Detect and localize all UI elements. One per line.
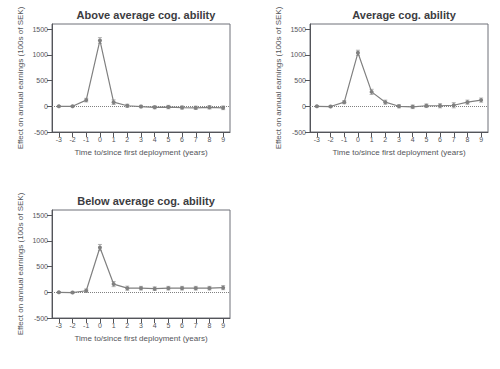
svg-text:1500: 1500: [32, 26, 48, 33]
svg-text:Effect on annual earnings (100: Effect on annual earnings (100s of SEK): [16, 6, 25, 149]
svg-text:500: 500: [36, 77, 48, 84]
svg-text:-1: -1: [341, 136, 347, 143]
svg-text:3: 3: [397, 136, 401, 143]
svg-text:5: 5: [424, 136, 428, 143]
svg-text:-1: -1: [83, 322, 89, 329]
svg-text:8: 8: [208, 136, 212, 143]
svg-text:2: 2: [125, 322, 129, 329]
svg-text:Time to/since first deployment: Time to/since first deployment (years): [74, 334, 207, 343]
svg-text:5: 5: [166, 322, 170, 329]
svg-text:1: 1: [112, 136, 116, 143]
svg-text:1: 1: [370, 136, 374, 143]
svg-text:-3: -3: [56, 136, 62, 143]
svg-text:2: 2: [383, 136, 387, 143]
svg-text:Time to/since first deployment: Time to/since first deployment (years): [332, 148, 465, 157]
svg-text:1500: 1500: [290, 26, 306, 33]
svg-text:4: 4: [153, 136, 157, 143]
svg-text:0: 0: [44, 103, 48, 110]
svg-text:6: 6: [438, 136, 442, 143]
svg-text:500: 500: [36, 263, 48, 270]
svg-text:-1: -1: [83, 136, 89, 143]
svg-text:-2: -2: [69, 322, 75, 329]
svg-text:Effect on annual earnings (100: Effect on annual earnings (100s of SEK): [274, 6, 283, 149]
svg-text:-500: -500: [34, 129, 48, 136]
svg-text:-500: -500: [292, 129, 306, 136]
svg-text:7: 7: [194, 322, 198, 329]
svg-text:9: 9: [479, 136, 483, 143]
svg-text:8: 8: [466, 136, 470, 143]
svg-text:-3: -3: [314, 136, 320, 143]
svg-text:0: 0: [356, 136, 360, 143]
svg-text:7: 7: [194, 136, 198, 143]
svg-text:1000: 1000: [32, 237, 48, 244]
svg-text:1500: 1500: [32, 212, 48, 219]
svg-text:Average cog. ability: Average cog. ability: [352, 9, 456, 21]
svg-text:-500: -500: [34, 315, 48, 322]
svg-text:1000: 1000: [32, 51, 48, 58]
svg-text:1: 1: [112, 322, 116, 329]
svg-text:0: 0: [98, 322, 102, 329]
svg-text:-2: -2: [327, 136, 333, 143]
svg-text:6: 6: [180, 136, 184, 143]
svg-text:Effect on annual earnings (100: Effect on annual earnings (100s of SEK): [16, 192, 25, 335]
svg-text:4: 4: [411, 136, 415, 143]
svg-text:3: 3: [139, 322, 143, 329]
svg-text:Below average cog. ability: Below average cog. ability: [77, 195, 215, 207]
svg-text:6: 6: [180, 322, 184, 329]
svg-text:9: 9: [221, 322, 225, 329]
svg-text:-3: -3: [56, 322, 62, 329]
svg-text:4: 4: [153, 322, 157, 329]
svg-text:0: 0: [302, 103, 306, 110]
svg-text:5: 5: [166, 136, 170, 143]
svg-text:3: 3: [139, 136, 143, 143]
svg-text:Above average cog. ability: Above average cog. ability: [77, 9, 217, 21]
svg-text:-2: -2: [69, 136, 75, 143]
svg-text:2: 2: [125, 136, 129, 143]
svg-text:0: 0: [44, 289, 48, 296]
svg-text:Time to/since first deployment: Time to/since first deployment (years): [74, 148, 207, 157]
svg-text:0: 0: [98, 136, 102, 143]
svg-text:9: 9: [221, 136, 225, 143]
svg-text:1000: 1000: [290, 51, 306, 58]
svg-text:500: 500: [294, 77, 306, 84]
svg-text:7: 7: [452, 136, 456, 143]
svg-text:8: 8: [208, 322, 212, 329]
